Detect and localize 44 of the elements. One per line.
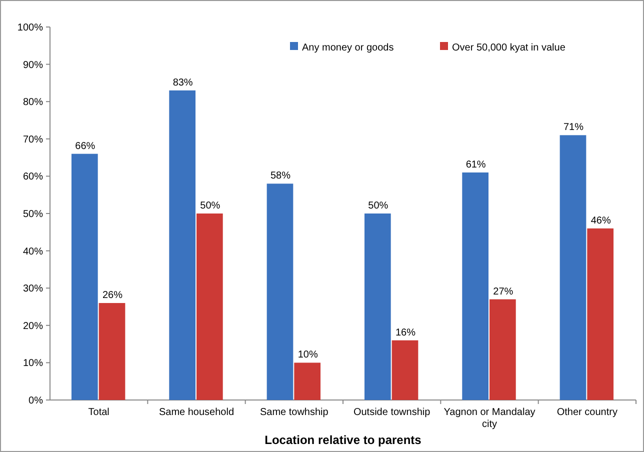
- x-tick-label: Yagnon or Mandalay city: [444, 407, 536, 430]
- bar: [169, 90, 196, 400]
- bar: [71, 154, 98, 400]
- y-tick-label: 80%: [22, 97, 44, 108]
- x-tick-label: Total: [88, 407, 110, 418]
- bar: [392, 340, 418, 400]
- bar: [587, 228, 614, 400]
- y-tick-label: 50%: [22, 209, 44, 220]
- data-label: 26%: [102, 290, 123, 302]
- data-label: 71%: [563, 122, 584, 134]
- bar: [462, 172, 488, 400]
- data-label: 50%: [368, 200, 388, 212]
- data-label: 61%: [466, 159, 486, 170]
- data-label: 83%: [172, 77, 193, 88]
- data-label: 27%: [493, 286, 514, 298]
- y-tick-label: 90%: [22, 60, 44, 71]
- data-label: 50%: [200, 200, 220, 212]
- legend-label: Over 50,000 kyat in value: [452, 42, 566, 54]
- x-tick-label: Other country: [556, 407, 618, 418]
- bar: [560, 135, 586, 400]
- y-tick-label: 0%: [28, 396, 44, 406]
- x-tick-label: Same household: [158, 407, 234, 418]
- x-tick-label: Same towhship: [260, 407, 329, 418]
- bar: [98, 303, 126, 400]
- bar: [266, 184, 294, 400]
- bar: [196, 214, 223, 400]
- x-axis-title: Location relative to parents: [264, 433, 422, 447]
- bar: [364, 214, 391, 400]
- y-tick-label: 20%: [22, 320, 44, 332]
- y-tick-label: 30%: [22, 284, 44, 295]
- y-tick-label: 40%: [22, 246, 44, 258]
- bar: [294, 362, 321, 400]
- data-label: 16%: [396, 327, 416, 338]
- data-label: 46%: [590, 215, 611, 226]
- data-label: 58%: [270, 170, 291, 182]
- y-tick-label: 10%: [22, 358, 44, 370]
- y-tick-label: 70%: [22, 134, 44, 146]
- y-tick-label: 100%: [17, 22, 44, 34]
- x-tick-label: Outside township: [353, 407, 431, 418]
- data-label: 10%: [298, 350, 318, 361]
- data-label: 66%: [75, 140, 96, 152]
- bar: [490, 299, 516, 400]
- legend-label: Any money or goods: [302, 42, 394, 54]
- y-tick-label: 60%: [22, 172, 44, 183]
